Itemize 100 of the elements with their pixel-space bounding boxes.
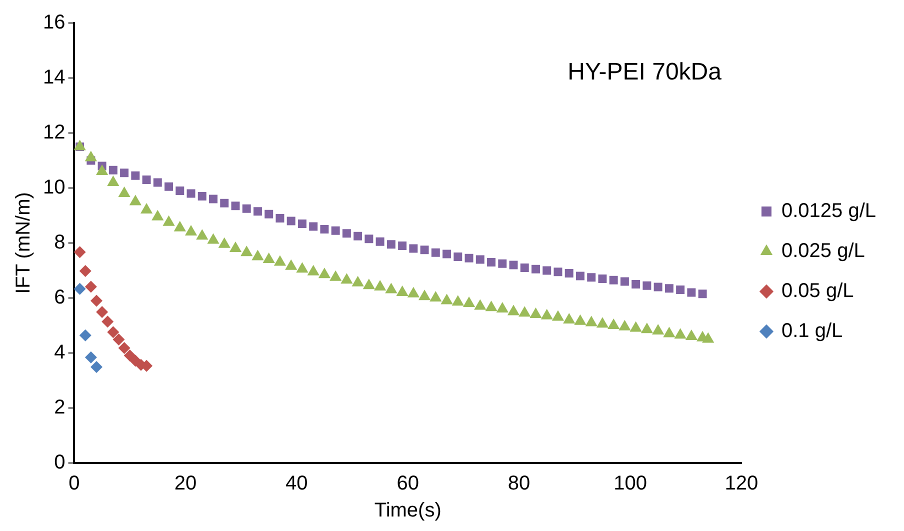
point <box>374 280 386 290</box>
point <box>276 214 284 222</box>
point <box>342 229 351 238</box>
point <box>240 246 253 256</box>
y-tick-label: 2 <box>54 396 66 419</box>
point <box>485 300 498 312</box>
point <box>587 273 596 282</box>
point <box>184 225 198 236</box>
point <box>442 250 452 258</box>
point <box>264 210 274 218</box>
point <box>554 268 562 276</box>
point <box>186 189 196 198</box>
point <box>664 284 674 293</box>
point <box>452 295 464 306</box>
point <box>440 294 453 304</box>
point <box>498 259 507 268</box>
point <box>153 178 162 187</box>
point <box>354 232 362 240</box>
point <box>142 176 151 184</box>
point <box>702 332 714 343</box>
point <box>124 349 136 362</box>
point <box>107 176 120 186</box>
point <box>585 316 598 326</box>
point <box>118 186 130 197</box>
x-tick-label: 120 <box>724 472 758 495</box>
y-tick-label: 8 <box>54 232 66 254</box>
point <box>530 308 542 318</box>
y-axis-title: IFT (mN/m) <box>12 192 35 294</box>
y-tick-label: 12 <box>42 122 66 144</box>
point <box>74 246 86 258</box>
point <box>418 290 431 300</box>
point <box>320 225 329 234</box>
point <box>285 259 298 270</box>
y-tick-label: 10 <box>42 176 66 199</box>
legend-label: 0.05 g/L <box>781 280 854 302</box>
point <box>676 286 685 294</box>
point <box>552 310 564 321</box>
point <box>420 246 429 254</box>
point <box>174 220 186 232</box>
point <box>630 321 642 332</box>
point <box>674 328 686 339</box>
point <box>608 318 620 329</box>
point <box>385 282 398 294</box>
point <box>253 207 262 216</box>
legend-label: 0.1 g/L <box>781 320 843 342</box>
point <box>131 171 140 180</box>
point <box>129 194 142 206</box>
point <box>209 194 218 204</box>
y-tick-label: 4 <box>54 342 66 364</box>
y-tick-label: 16 <box>42 12 66 34</box>
point <box>84 351 97 364</box>
point <box>409 244 418 253</box>
point <box>90 361 102 374</box>
point <box>231 202 240 210</box>
legend-label: 0.0125 g/L <box>781 200 876 222</box>
point <box>84 280 97 293</box>
point <box>476 255 484 264</box>
point <box>198 192 206 200</box>
point <box>220 198 229 208</box>
point <box>596 317 609 328</box>
x-tick-label: 0 <box>68 472 80 495</box>
legend-label: 0.025 g/L <box>781 240 865 262</box>
point <box>507 304 520 316</box>
point <box>376 237 384 246</box>
x-tick-label: 80 <box>508 472 530 495</box>
point <box>176 186 184 195</box>
point <box>642 281 652 290</box>
point <box>431 248 440 257</box>
point <box>362 278 375 290</box>
point <box>698 290 707 298</box>
point <box>218 237 230 248</box>
point <box>352 276 364 286</box>
annotation: HY-PEI 70kDa <box>568 58 722 86</box>
point <box>296 262 308 273</box>
point <box>162 215 175 226</box>
point <box>640 322 654 334</box>
point <box>164 182 174 191</box>
point <box>140 203 153 214</box>
point <box>229 242 242 252</box>
point <box>563 313 576 324</box>
point <box>307 264 320 276</box>
point <box>331 226 340 235</box>
point <box>685 330 698 340</box>
point <box>576 272 584 280</box>
point <box>474 299 486 310</box>
point <box>462 296 476 307</box>
x-tick-label: 40 <box>286 472 308 495</box>
point <box>340 273 353 284</box>
point <box>396 286 408 296</box>
point <box>663 326 676 338</box>
point <box>454 252 462 261</box>
x-tick-label: 20 <box>174 472 197 495</box>
point <box>118 342 130 354</box>
point <box>398 242 407 250</box>
point <box>298 220 306 228</box>
y-tick-label: 14 <box>42 66 66 89</box>
point <box>196 229 208 240</box>
point <box>464 254 474 262</box>
point <box>252 250 264 260</box>
point <box>496 302 508 312</box>
